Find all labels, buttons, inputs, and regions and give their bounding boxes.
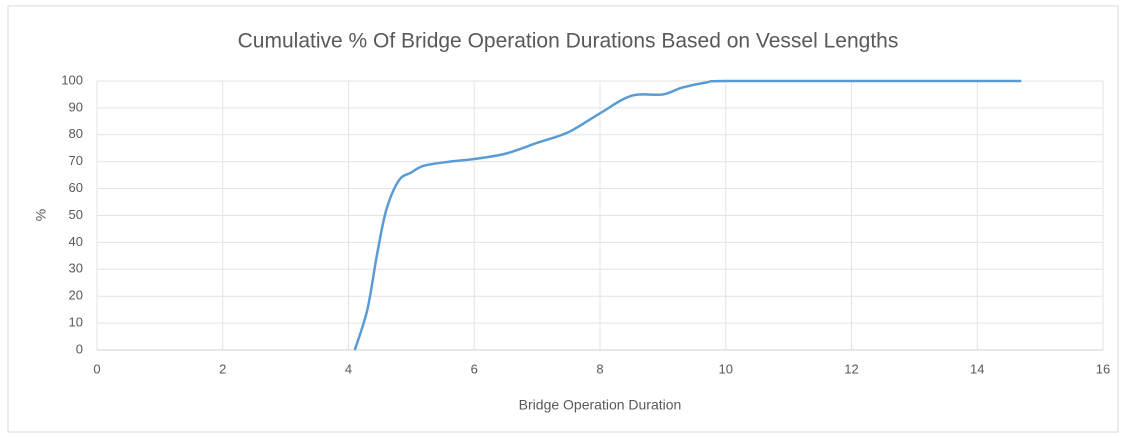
x-tick-label: 6 <box>471 361 478 376</box>
y-tick-label: 60 <box>69 180 83 195</box>
x-axis-label: Bridge Operation Duration <box>519 397 682 413</box>
y-tick-label: 50 <box>69 207 83 222</box>
chart-frame <box>7 5 1119 433</box>
x-tick-label: 10 <box>719 361 733 376</box>
y-tick-label: 100 <box>61 72 83 87</box>
x-tick-label: 16 <box>1096 361 1110 376</box>
y-tick-label: 20 <box>69 288 83 303</box>
x-tick-label: 0 <box>93 361 100 376</box>
x-tick-label: 14 <box>970 361 984 376</box>
x-tick-label: 2 <box>219 361 226 376</box>
y-tick-label: 30 <box>69 261 83 276</box>
y-tick-label: 90 <box>69 99 83 114</box>
y-tick-label: 80 <box>69 126 83 141</box>
x-tick-label: 4 <box>345 361 352 376</box>
y-tick-label: 10 <box>69 315 83 330</box>
x-tick-label: 12 <box>844 361 858 376</box>
y-tick-label: 40 <box>69 234 83 249</box>
x-tick-label: 8 <box>596 361 603 376</box>
y-tick-label: 70 <box>69 153 83 168</box>
y-tick-label: 0 <box>76 341 83 356</box>
y-axis-label: % <box>33 209 49 221</box>
chart-title: Cumulative % Of Bridge Operation Duratio… <box>238 30 899 53</box>
data-line <box>353 79 1022 351</box>
